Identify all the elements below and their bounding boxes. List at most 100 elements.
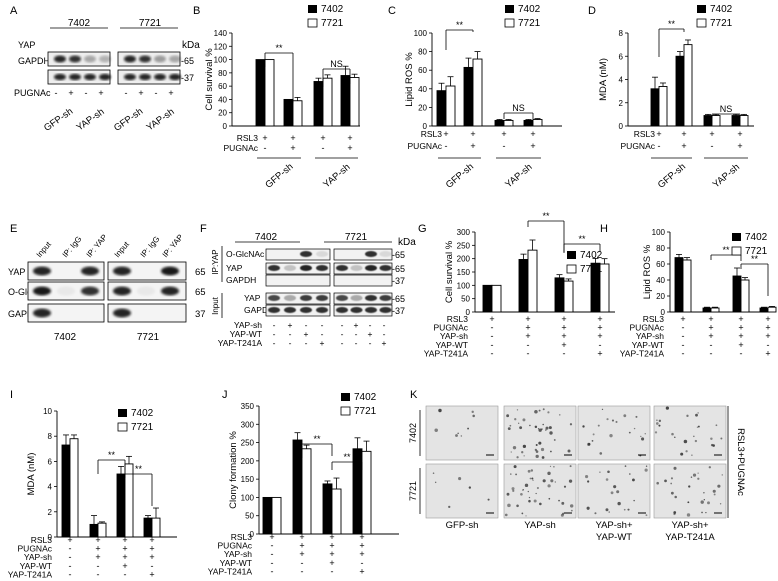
legend-label-7721: 7721 xyxy=(131,422,154,433)
cell-colony xyxy=(547,484,551,488)
significance-label: ** xyxy=(135,464,143,474)
bar-7402-2 xyxy=(518,259,529,313)
y-tick-label: 40 xyxy=(218,95,227,104)
y-tick-label: 0 xyxy=(619,122,624,131)
bar-7402-2 xyxy=(292,439,303,535)
cell-colony xyxy=(613,485,617,489)
cell-colony xyxy=(521,451,524,454)
blot-input-label: Input xyxy=(211,296,220,315)
blot-group-label: YAP-sh xyxy=(145,106,177,133)
blot-sign: - xyxy=(369,320,372,330)
bar-7721-4 xyxy=(532,119,543,127)
y-axis-label: Lipid ROS % xyxy=(404,52,415,107)
cell-colony xyxy=(549,465,552,468)
y-tick-label: 2 xyxy=(619,99,624,108)
y-axis-label: Cell survival % xyxy=(444,240,455,303)
blot-sign: - xyxy=(369,338,372,348)
cell-colony xyxy=(641,437,645,441)
band-yap xyxy=(69,55,81,63)
legend-label-7721: 7721 xyxy=(710,18,733,29)
cell-colony xyxy=(506,414,510,418)
condition-label: YAP-sh xyxy=(440,331,468,341)
condition-label: YAP-T241A xyxy=(424,348,469,358)
cell-colony xyxy=(509,424,512,427)
blot-sign: + xyxy=(320,338,325,348)
blot-row-label: YAP xyxy=(244,293,261,303)
condition-label: YAP-WT xyxy=(20,561,52,571)
condition-sign: - xyxy=(682,331,685,341)
blot-mw: 65 xyxy=(195,287,206,298)
condition-sign: + xyxy=(299,549,304,559)
legend-swatch-7721 xyxy=(504,18,515,28)
blot-sign: + xyxy=(354,320,359,330)
blot-strip xyxy=(333,248,393,261)
cell-colony xyxy=(568,479,573,483)
significance-label: ** xyxy=(751,254,759,264)
cell-colony xyxy=(587,442,591,446)
cell-colony xyxy=(708,466,711,469)
condition-sign: + xyxy=(359,541,364,551)
blot-lane-label: Input xyxy=(35,239,54,259)
bar-7721-1 xyxy=(445,85,456,127)
significance-label: ** xyxy=(578,234,586,244)
blot-group-label: GFP-sh xyxy=(112,106,145,134)
condition-sign: + xyxy=(359,549,364,559)
condition-label: RSL3 xyxy=(421,129,443,139)
cell-colony xyxy=(633,427,636,430)
blot-strip xyxy=(265,274,331,287)
condition-label: YAP-T241A xyxy=(208,566,253,576)
blot-row-label: O-GlcNAc xyxy=(226,249,265,259)
bar-7721-3 xyxy=(124,463,134,538)
band-yap xyxy=(54,55,66,63)
condition-sign: + xyxy=(681,129,686,139)
bar-7402-3 xyxy=(322,483,333,535)
cell-colony xyxy=(686,513,691,517)
blot-strip xyxy=(333,304,393,317)
y-tick-label: 300 xyxy=(457,228,471,237)
legend-label-7402: 7402 xyxy=(580,250,603,261)
blot-mw: -37 xyxy=(181,73,194,83)
panel-letter-e: E xyxy=(10,223,17,235)
condition-sign: - xyxy=(767,340,770,350)
condition-sign: + xyxy=(329,532,334,542)
significance-label: ** xyxy=(542,211,550,221)
panel-letter-c: C xyxy=(388,5,396,17)
condition-sign: + xyxy=(299,541,304,551)
condition-sign: - xyxy=(491,340,494,350)
condition-sign: - xyxy=(69,569,72,579)
y-tick-label: 60 xyxy=(656,260,665,269)
condition-sign: + xyxy=(470,129,475,139)
cell-colony xyxy=(472,414,475,418)
cell-colony xyxy=(512,445,517,450)
blot-sign: - xyxy=(55,88,58,98)
cell-colony xyxy=(533,499,537,503)
condition-label: PUGNAc xyxy=(434,323,469,333)
blot-lane-label: IP: IgG xyxy=(139,234,162,259)
condition-label: YAP-sh xyxy=(24,552,52,562)
cell-colony xyxy=(516,456,519,459)
blot-group-label: GFP-sh xyxy=(42,106,75,134)
y-tick-label: 350 xyxy=(241,402,255,411)
cell-colony xyxy=(632,478,635,482)
group-label: GFP-sh xyxy=(263,161,295,190)
y-tick-label: 4 xyxy=(619,76,624,85)
band xyxy=(379,295,392,301)
band xyxy=(284,307,296,313)
condition-sign: + xyxy=(122,544,127,554)
condition-label: YAP-T241A xyxy=(8,569,53,579)
significance-label: ** xyxy=(722,245,730,255)
condition-sign: - xyxy=(69,544,72,554)
blot-cell-line: 7402 xyxy=(255,232,278,243)
cell-colony xyxy=(601,408,604,411)
bar-7402-4 xyxy=(340,75,351,127)
band-yap xyxy=(139,55,151,63)
significance-label: ** xyxy=(456,20,464,30)
cell-colony xyxy=(432,472,435,474)
condition-sign: - xyxy=(271,566,274,576)
micrograph-col-label: YAP-sh xyxy=(524,520,556,531)
blot-cell-line: 7721 xyxy=(345,232,368,243)
blot-mw: -37 xyxy=(392,306,405,316)
cell-colony xyxy=(587,480,590,483)
